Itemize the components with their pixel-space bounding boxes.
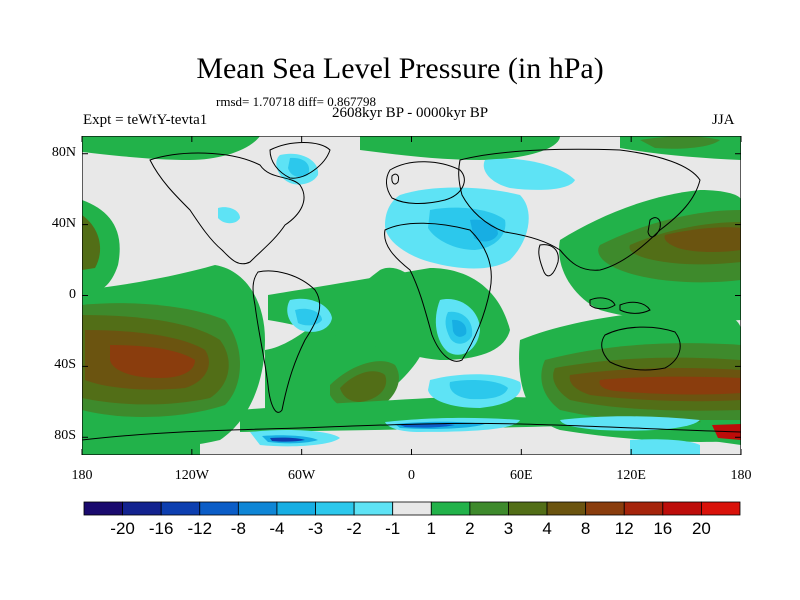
colorbar-label: -16 — [148, 519, 174, 538]
coastlines — [82, 142, 741, 441]
lat-label: 0 — [69, 286, 76, 302]
colorbar-swatch — [353, 501, 394, 516]
colorbar-swatch — [276, 501, 316, 516]
colorbar-label: 20 — [691, 519, 711, 538]
colorbar-label: 1 — [426, 519, 437, 538]
colorbar-label: -4 — [269, 519, 285, 538]
lon-label: 60W — [288, 468, 316, 483]
colorbar-swatch — [160, 501, 201, 516]
colorbar-label: 12 — [614, 519, 634, 538]
colorbar-swatch — [392, 501, 432, 516]
colorbar-swatch — [122, 501, 162, 516]
colorbar-swatch — [469, 501, 509, 516]
colorbar-label: 4 — [542, 519, 552, 538]
colorbar-swatch — [662, 501, 702, 516]
colorbar-label: -8 — [230, 519, 246, 538]
colorbar-swatch — [508, 501, 548, 516]
lon-label: 0 — [408, 468, 415, 483]
lon-label: 180 — [730, 468, 752, 483]
colorbar-label: -3 — [307, 519, 324, 538]
lon-label: 180 — [71, 468, 93, 483]
colorbar-label: 2 — [465, 519, 475, 538]
colorbar — [83, 501, 741, 516]
season-label: JJA — [712, 112, 735, 128]
lat-label: 40N — [51, 215, 76, 231]
colorbar-label: 16 — [653, 519, 673, 538]
lat-label: 80S — [54, 428, 76, 444]
colorbar-swatch — [623, 501, 664, 516]
colorbar-swatch — [430, 501, 471, 516]
colorbar-label: -1 — [385, 519, 401, 538]
colorbar-swatch — [701, 501, 741, 516]
experiment-label: Expt = teWtY-tevta1 — [83, 112, 208, 128]
colorbar-swatch — [199, 501, 239, 516]
lat-label: 80N — [51, 144, 76, 160]
colorbar-swatch — [546, 501, 587, 516]
lon-label: 120W — [174, 468, 209, 483]
rmsd-diff-stats: rmsd= 1.70718 diff= 0.867798 — [216, 94, 376, 109]
plot-title: Mean Sea Level Pressure (in hPa) — [196, 52, 604, 85]
time-period: 2608kyr BP - 0000kyr BP — [331, 105, 489, 121]
lon-label: 120E — [616, 468, 646, 483]
lon-label: 60E — [510, 468, 533, 483]
colorbar-label: 3 — [503, 519, 514, 538]
lat-label: 40S — [54, 357, 76, 373]
colorbar-label: -20 — [110, 519, 135, 538]
colorbar-swatch — [237, 501, 278, 516]
colorbar-swatch — [315, 501, 355, 516]
colorbar-label: -2 — [346, 519, 362, 538]
colorbar-swatch — [83, 501, 123, 516]
colorbar-label: -12 — [187, 519, 213, 538]
colorbar-swatch — [585, 501, 625, 516]
axis-ticks — [81, 136, 742, 455]
colorbar-label: 8 — [580, 519, 591, 538]
